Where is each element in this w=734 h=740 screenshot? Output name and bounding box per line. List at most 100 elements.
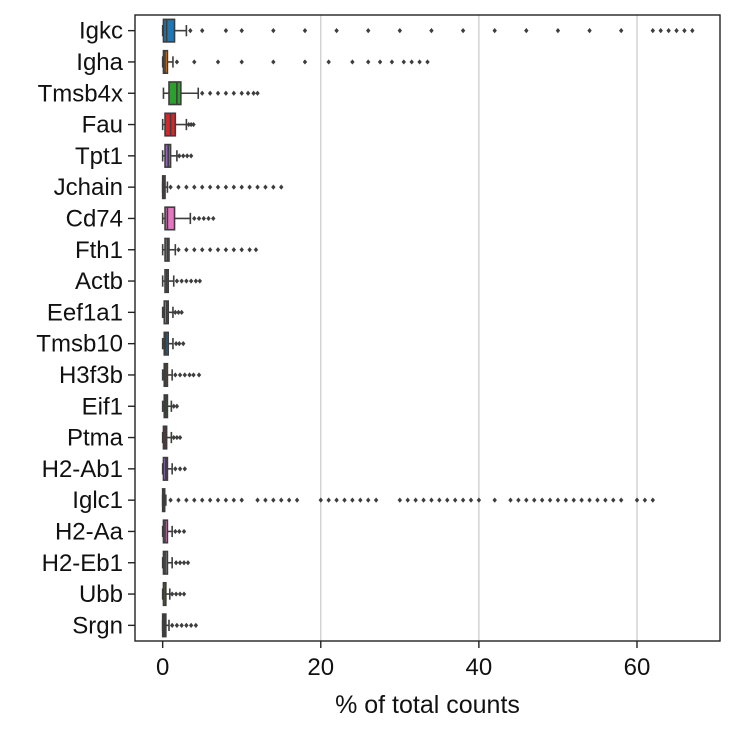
- y-tick-label: Ubb: [79, 581, 123, 608]
- outlier-point: [184, 278, 189, 284]
- outlier-point: [255, 497, 260, 503]
- outlier-point: [173, 591, 179, 597]
- outlier-point: [587, 497, 592, 503]
- outlier-point: [187, 372, 192, 378]
- outlier-point: [196, 215, 202, 222]
- outlier-point: [181, 528, 187, 535]
- outlier-point: [334, 28, 339, 34]
- outlier-point: [294, 497, 300, 503]
- outlier-point: [173, 341, 179, 347]
- box-igha: [161, 49, 430, 75]
- outlier-point: [405, 497, 410, 503]
- y-tick-label: Eif1: [82, 393, 123, 420]
- box-h2-eb1: [161, 550, 191, 575]
- outlier-point: [174, 403, 180, 409]
- outlier-point: [271, 497, 276, 503]
- box-tmsb4x: [162, 81, 260, 106]
- y-tick-label: Eef1a1: [47, 299, 123, 326]
- outlier-point: [239, 90, 244, 96]
- outlier-point: [413, 497, 418, 503]
- outlier-point: [452, 497, 458, 503]
- outlier-point: [215, 184, 221, 190]
- outlier-point: [184, 153, 190, 159]
- outlier-point: [168, 497, 173, 503]
- outlier-point: [350, 59, 355, 65]
- outlier-point: [618, 28, 624, 34]
- outlier-point: [366, 497, 371, 503]
- outlier-point: [397, 28, 403, 34]
- y-tick-label: Srgn: [72, 612, 123, 639]
- outlier-point: [177, 153, 182, 159]
- box-jchain: [161, 175, 284, 200]
- outlier-point: [326, 497, 331, 503]
- outlier-point: [425, 59, 430, 65]
- outlier-point: [397, 497, 403, 503]
- outlier-point: [231, 90, 237, 96]
- outlier-point: [587, 28, 592, 34]
- outlier-point: [215, 90, 221, 96]
- outlier-point: [634, 497, 640, 503]
- outlier-point: [168, 184, 173, 190]
- outlier-point: [174, 434, 180, 441]
- outlier-point: [193, 622, 199, 628]
- box-fau: [161, 112, 196, 137]
- outlier-point: [223, 184, 229, 190]
- outlier-point: [247, 184, 252, 190]
- box-tmsb10: [161, 331, 186, 356]
- outlier-point: [179, 309, 184, 315]
- box-h3f3b: [161, 362, 202, 388]
- y-tick-label: H3f3b: [59, 362, 123, 389]
- outlier-point: [690, 28, 695, 34]
- outlier-point: [239, 28, 244, 34]
- outlier-point: [618, 497, 624, 503]
- outlier-point: [173, 309, 178, 315]
- outlier-point: [239, 247, 244, 253]
- outlier-point: [199, 497, 205, 503]
- outlier-point: [186, 121, 191, 128]
- box-body: [164, 206, 176, 231]
- y-tick-label: H2-Ab1: [42, 456, 123, 483]
- outlier-point: [201, 215, 206, 222]
- x-tick-label: 40: [466, 654, 493, 681]
- outlier-point: [255, 90, 260, 96]
- outlier-point: [188, 153, 194, 159]
- box-h2-ab1: [161, 456, 188, 481]
- outlier-point: [302, 59, 308, 65]
- outlier-point: [182, 372, 188, 378]
- outlier-point: [263, 497, 268, 503]
- outlier-point: [401, 59, 406, 65]
- outlier-point: [231, 184, 237, 190]
- x-tick-label: 0: [156, 654, 169, 681]
- outlier-point: [326, 59, 331, 65]
- outlier-point: [173, 372, 178, 378]
- outlier-point: [253, 247, 259, 253]
- y-tick-label: Jchain: [54, 174, 123, 201]
- box-body: [162, 18, 176, 43]
- outlier-point: [177, 528, 182, 535]
- outlier-point: [350, 497, 355, 503]
- outlier-point: [255, 184, 260, 190]
- box-ubb: [161, 581, 187, 607]
- outlier-point: [193, 278, 199, 284]
- outlier-point: [571, 497, 576, 503]
- box-fth1: [161, 237, 259, 262]
- outlier-point: [177, 434, 183, 441]
- y-tick-label: Fau: [82, 112, 123, 139]
- outlier-point: [188, 121, 194, 128]
- outlier-point: [177, 466, 183, 472]
- outlier-point: [358, 497, 363, 503]
- outlier-point: [174, 278, 180, 284]
- box-h2-aa: [161, 519, 187, 544]
- outlier-point: [184, 247, 189, 253]
- x-tick-label: 60: [624, 654, 651, 681]
- outlier-point: [539, 497, 545, 503]
- outlier-point: [263, 184, 268, 190]
- outlier-point: [271, 59, 276, 65]
- outlier-point: [239, 59, 244, 65]
- outlier-point: [223, 90, 229, 96]
- outlier-point: [302, 28, 308, 34]
- outlier-point: [177, 591, 183, 597]
- outlier-point: [460, 497, 466, 503]
- outlier-point: [192, 184, 197, 190]
